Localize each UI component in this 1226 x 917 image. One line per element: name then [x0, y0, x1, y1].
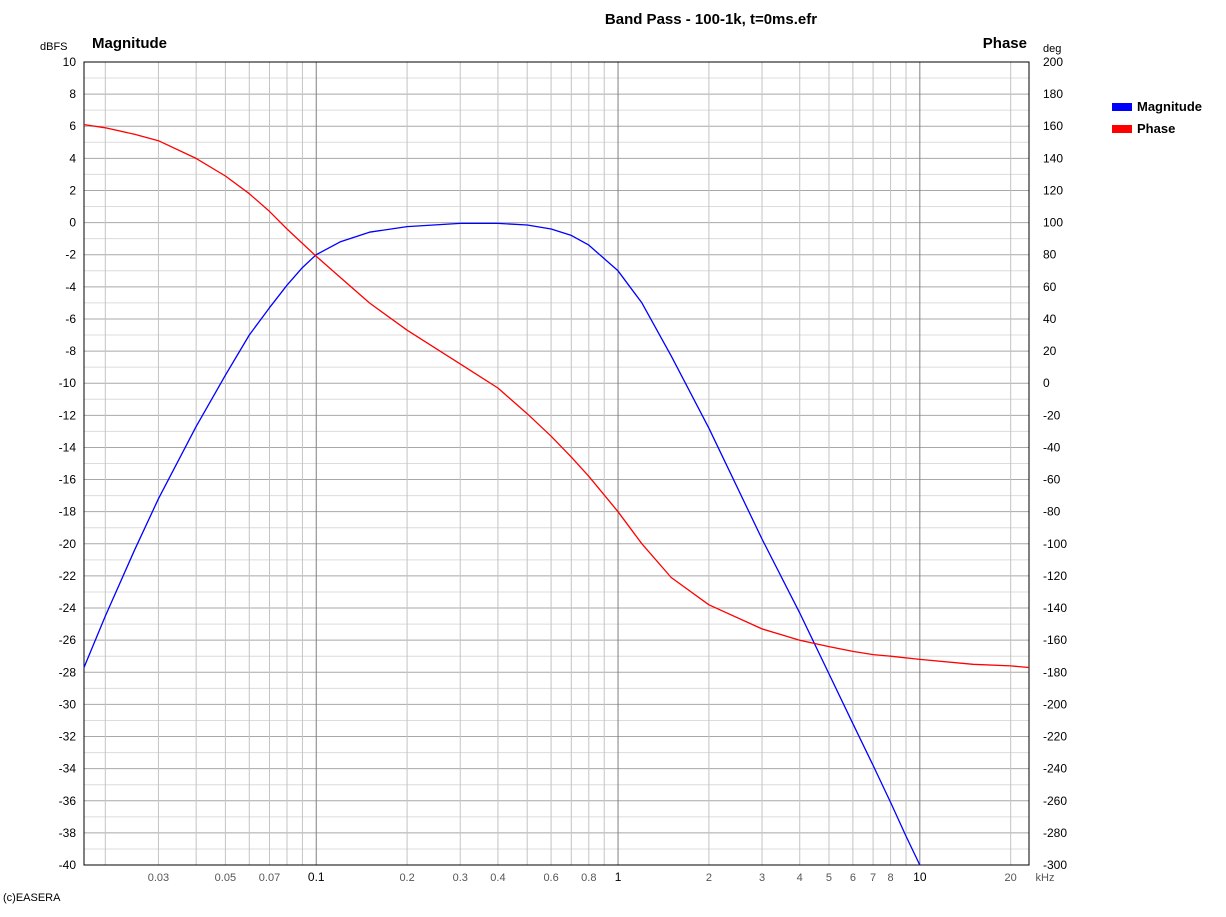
right-axis-tick-label: 140 [1043, 151, 1063, 165]
right-axis-tick-label: 80 [1043, 248, 1057, 262]
right-axis-tick-label: 100 [1043, 216, 1063, 230]
legend-label-phase: Phase [1137, 121, 1175, 136]
right-axis-tick-label: -200 [1043, 697, 1067, 711]
right-axis-tick-label: 60 [1043, 280, 1057, 294]
right-axis-tick-label: 20 [1043, 344, 1057, 358]
left-axis-tick-label: -38 [59, 826, 77, 840]
x-axis-tick-label: 20 [1005, 872, 1017, 884]
x-axis-ticks: 0.03 0.05 0.07 0.1 0.2 0.3 0.4 0.6 0.8 1 2 3 4 5 6 7 8 10… [148, 870, 1017, 884]
x-axis-tick-label: 0.03 [148, 872, 169, 884]
series-line-phase [83, 123, 1030, 669]
x-axis-tick-label: 6 [850, 872, 856, 884]
right-axis-unit: deg [1043, 43, 1061, 55]
x-axis-tick-label: 10 [913, 870, 927, 884]
left-axis-tick-label: 0 [69, 216, 76, 230]
right-axis-tick-label: -60 [1043, 473, 1061, 487]
x-axis-tick-label: 0.8 [581, 872, 596, 884]
right-axis-tick-label: 0 [1043, 376, 1050, 390]
x-axis-tick-label: 3 [759, 872, 765, 884]
left-axis-tick-label: -32 [59, 730, 77, 744]
left-axis-tick-label: -12 [59, 408, 77, 422]
plot-area-frame [83, 61, 1030, 866]
x-axis-tick-label: 2 [706, 872, 712, 884]
legend: Magnitude Phase [1112, 99, 1202, 136]
series-line-magnitude [83, 222, 921, 866]
left-axis-tick-label: -2 [65, 248, 76, 262]
x-axis-tick-label: 0.07 [259, 872, 280, 884]
right-axis-tick-label: -100 [1043, 537, 1067, 551]
x-axis-tick-label: 0.1 [308, 870, 325, 884]
left-axis-tick-label: -28 [59, 665, 77, 679]
left-axis-tick-label: -6 [65, 312, 76, 326]
left-axis-tick-label: -8 [65, 344, 76, 358]
left-axis-tick-label: -20 [59, 537, 77, 551]
x-axis-tick-label: 8 [888, 872, 894, 884]
x-axis-tick-label: 5 [826, 872, 832, 884]
plot-grid [84, 62, 1029, 865]
left-axis-ticks: -40-38-36-34-32-30-28-26-24-22-20-18-16-… [59, 55, 77, 872]
left-axis-heading: Magnitude [92, 35, 167, 52]
left-axis-tick-label: -26 [59, 633, 77, 647]
left-axis-tick-label: -40 [59, 858, 77, 872]
left-axis-tick-label: -30 [59, 697, 77, 711]
x-axis-tick-label: 7 [870, 872, 876, 884]
x-axis-tick-label: 4 [797, 872, 803, 884]
legend-label-magnitude: Magnitude [1137, 99, 1202, 114]
right-axis-tick-label: 160 [1043, 119, 1063, 133]
right-axis-tick-label: 120 [1043, 183, 1063, 197]
right-axis-tick-label: -120 [1043, 569, 1067, 583]
x-axis-tick-label: 0.05 [215, 872, 236, 884]
right-axis-tick-label: -160 [1043, 633, 1067, 647]
left-axis-unit: dBFS [40, 41, 68, 53]
legend-swatch-magnitude [1112, 103, 1132, 111]
left-axis-tick-label: 4 [69, 151, 76, 165]
left-axis-tick-label: -36 [59, 794, 77, 808]
copyright-note: (c)EASERA [3, 892, 61, 904]
left-axis-tick-label: 10 [63, 55, 77, 69]
left-axis-tick-label: -10 [59, 376, 77, 390]
x-axis-tick-label: 0.4 [490, 872, 505, 884]
right-axis-tick-label: 40 [1043, 312, 1057, 326]
left-axis-tick-label: 8 [69, 87, 76, 101]
left-axis-tick-label: 2 [69, 183, 76, 197]
right-axis-heading: Phase [983, 35, 1027, 52]
legend-swatch-phase [1112, 125, 1132, 133]
right-axis-tick-label: -20 [1043, 408, 1061, 422]
x-axis-tick-label: 0.6 [543, 872, 558, 884]
right-axis-tick-label: -260 [1043, 794, 1067, 808]
right-axis-tick-label: 200 [1043, 55, 1063, 69]
x-axis-tick-label: 0.2 [399, 872, 414, 884]
right-axis-tick-label: -80 [1043, 505, 1061, 519]
right-axis-tick-label: -40 [1043, 440, 1061, 454]
right-axis-tick-label: -180 [1043, 665, 1067, 679]
right-axis-tick-label: -280 [1043, 826, 1067, 840]
left-axis-tick-label: -4 [65, 280, 76, 294]
left-axis-tick-label: -18 [59, 505, 77, 519]
x-axis-tick-label: 1 [615, 870, 622, 884]
chart-title: Band Pass - 100-1k, t=0ms.efr [605, 11, 817, 28]
x-axis-unit: kHz [1036, 872, 1055, 884]
x-axis-tick-label: 0.3 [453, 872, 468, 884]
right-axis-tick-label: -140 [1043, 601, 1067, 615]
series-lines [83, 123, 1030, 866]
left-axis-tick-label: -14 [59, 440, 77, 454]
right-axis-ticks: -300-280-260-240-220-200-180-160-140-120… [1043, 55, 1067, 872]
left-axis-tick-label: -16 [59, 473, 77, 487]
right-axis-tick-label: -220 [1043, 730, 1067, 744]
right-axis-tick-label: -300 [1043, 858, 1067, 872]
left-axis-tick-label: -24 [59, 601, 77, 615]
right-axis-tick-label: 180 [1043, 87, 1063, 101]
left-axis-tick-label: 6 [69, 119, 76, 133]
right-axis-tick-label: -240 [1043, 762, 1067, 776]
left-axis-tick-label: -22 [59, 569, 77, 583]
left-axis-tick-label: -34 [59, 762, 77, 776]
